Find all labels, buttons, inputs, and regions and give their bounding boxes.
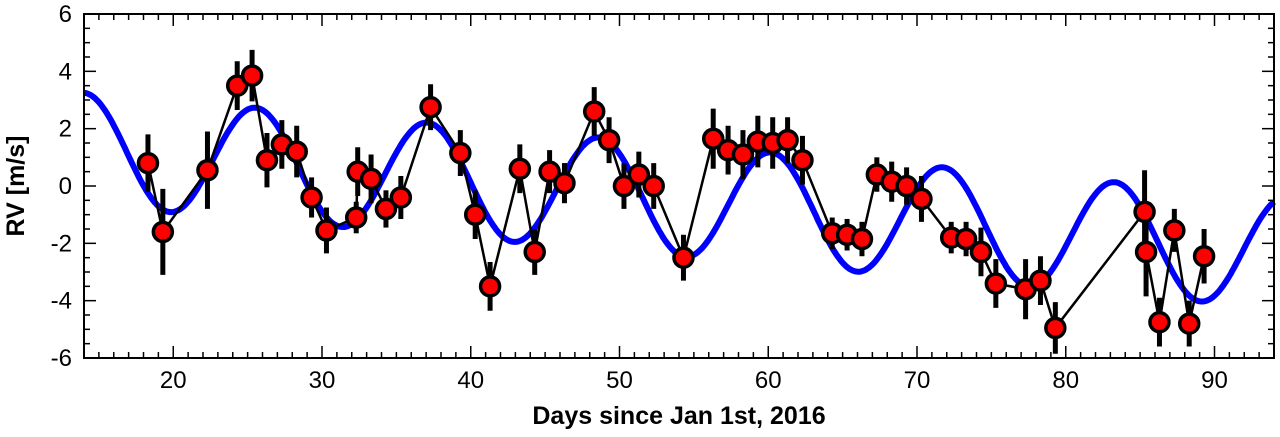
data-point <box>1044 316 1067 340</box>
model-layer <box>82 89 1276 305</box>
data-point <box>225 74 249 97</box>
plot-frame <box>83 13 1275 359</box>
data-point <box>597 128 621 152</box>
data-point <box>196 158 219 182</box>
data-point <box>776 128 799 152</box>
data-point <box>389 186 413 209</box>
data-point <box>895 174 918 198</box>
data-point <box>240 64 264 87</box>
y-tick-label: -4 <box>51 288 72 315</box>
data-point <box>642 174 665 198</box>
x-tick-label: 80 <box>1052 367 1079 394</box>
data-point <box>1134 240 1158 264</box>
data-point <box>1192 244 1216 268</box>
data-point <box>1163 219 1186 242</box>
data-point <box>1148 310 1171 334</box>
x-tick-label: 30 <box>309 367 336 394</box>
x-tick-label: 20 <box>160 367 187 394</box>
y-tick-label: 6 <box>59 1 72 28</box>
x-tick-label: 90 <box>1201 367 1228 394</box>
x-tick-label: 40 <box>457 367 484 394</box>
data-point <box>984 272 1008 295</box>
data-point <box>344 206 368 229</box>
data-point <box>582 100 606 123</box>
y-tick-label: 2 <box>59 116 72 143</box>
data-point <box>478 275 502 298</box>
y-tick-label: -6 <box>51 345 72 372</box>
data-point <box>553 171 576 195</box>
y-tick-label: 0 <box>59 173 72 200</box>
data-point <box>255 148 279 172</box>
model-curve <box>82 89 1276 305</box>
data-point <box>300 186 323 209</box>
x-tick-label: 70 <box>904 367 931 394</box>
data-point <box>1177 312 1201 335</box>
data-point <box>508 157 532 181</box>
data-point <box>791 148 814 172</box>
data-point <box>672 246 695 269</box>
data-point <box>910 187 933 211</box>
data-point <box>627 163 651 186</box>
data-point <box>538 160 561 183</box>
point-layer <box>136 64 1216 340</box>
y-tick-label: -2 <box>51 230 72 257</box>
data-point <box>374 197 398 221</box>
data-point <box>1133 200 1156 224</box>
data-point <box>463 203 487 226</box>
data-point <box>285 140 308 163</box>
data-point <box>612 174 636 198</box>
data-point <box>315 219 338 242</box>
data-point <box>731 143 755 166</box>
data-point <box>359 167 383 191</box>
x-axis-label: Days since Jan 1st, 2016 <box>532 402 825 430</box>
tick-layer: 20 30 40 50 60 70 80 90 -6 -4 -2 0 2 4 6 <box>51 1 1274 394</box>
data-point <box>969 240 993 264</box>
y-tick-label: 4 <box>59 58 72 85</box>
data-point <box>136 151 160 175</box>
data-point <box>151 220 175 244</box>
x-tick-label: 50 <box>606 367 633 394</box>
data-point <box>449 141 472 165</box>
data-point <box>850 227 874 251</box>
data-point <box>1029 269 1052 292</box>
data-point <box>954 227 978 251</box>
data-point <box>523 240 546 264</box>
data-point <box>701 127 725 150</box>
y-axis-label: RV [m/s] <box>2 136 30 237</box>
data-point <box>419 95 442 119</box>
x-tick-label: 60 <box>755 367 782 394</box>
